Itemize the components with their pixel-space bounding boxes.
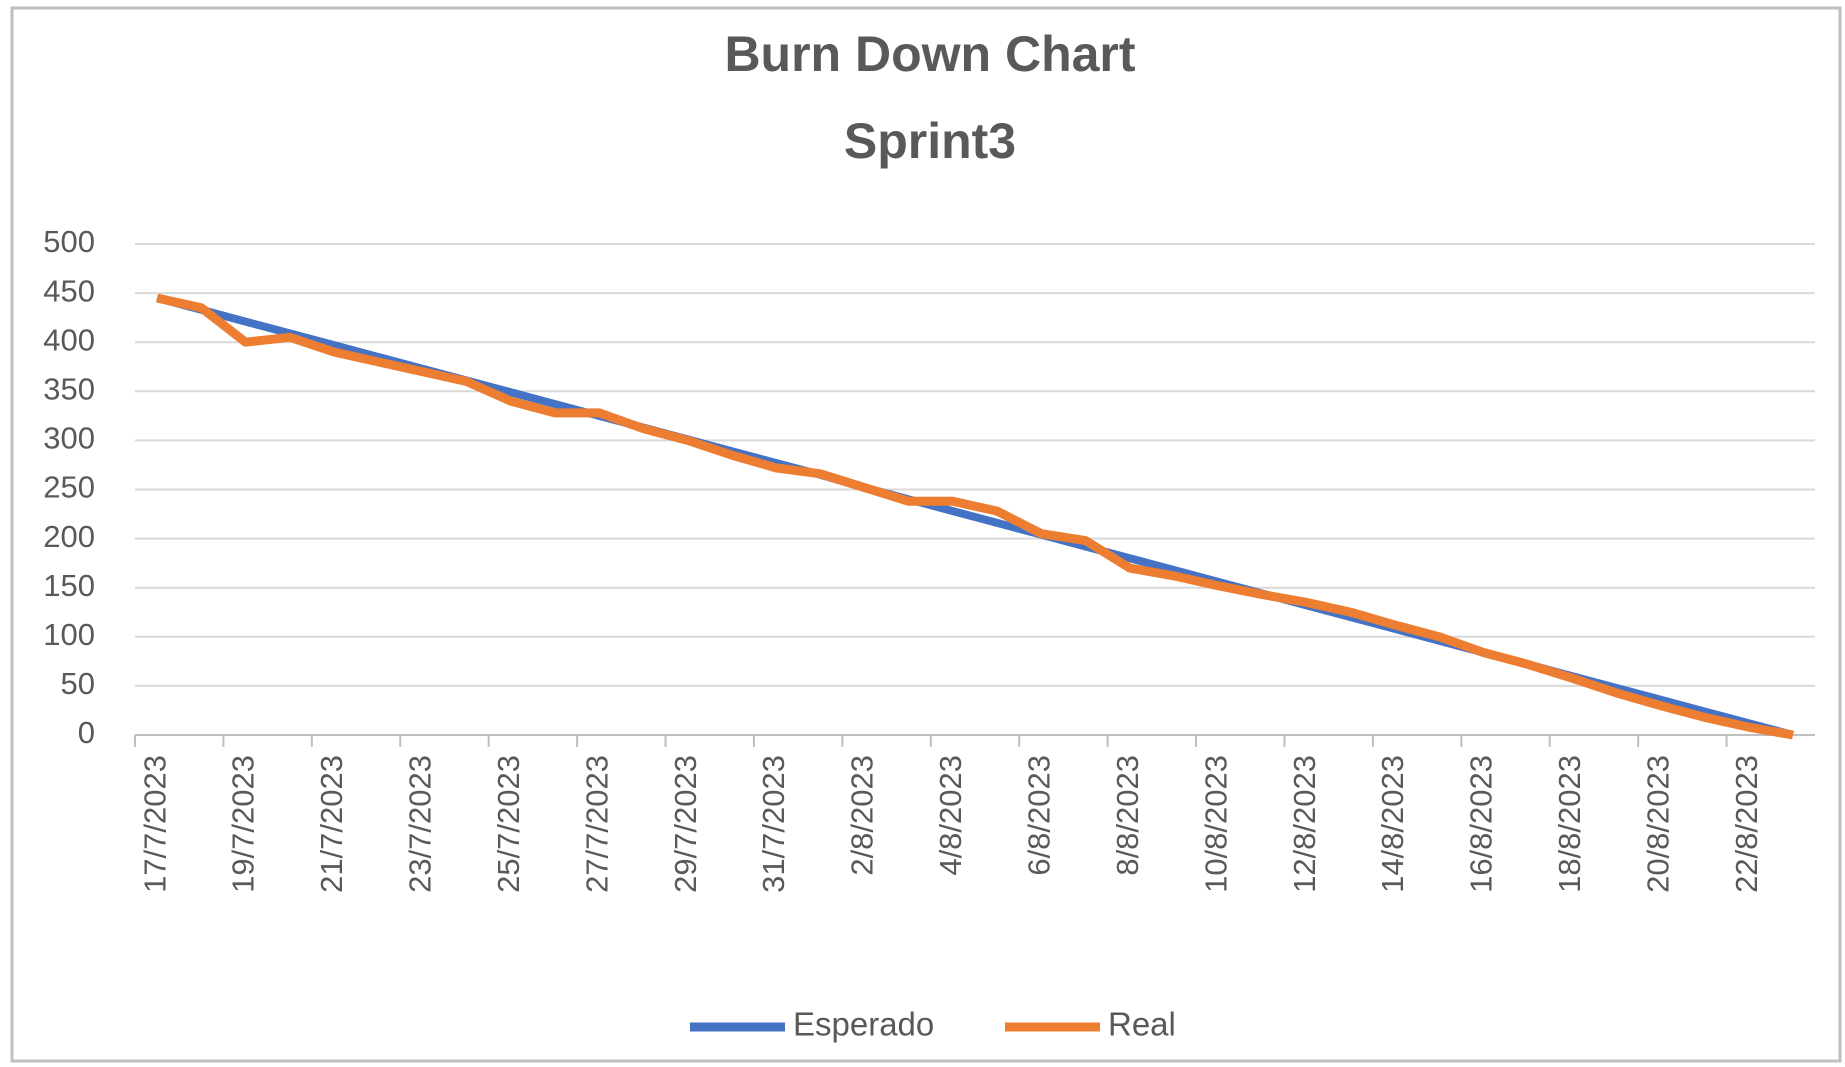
y-tick-label: 150 (43, 568, 95, 603)
x-tick-label: 31/7/2023 (756, 755, 791, 893)
y-tick-label: 450 (43, 273, 95, 308)
x-tick-label: 14/8/2023 (1375, 755, 1410, 893)
series-line (156, 293, 1794, 740)
x-tick-label: 12/8/2023 (1287, 755, 1322, 893)
x-tick-label: 10/8/2023 (1198, 755, 1233, 893)
x-tick-label: 23/7/2023 (403, 755, 438, 893)
y-tick-label: 250 (43, 470, 95, 505)
x-tick-label: 27/7/2023 (579, 755, 614, 893)
y-tick-label: 300 (43, 421, 95, 456)
x-tick-label: 6/8/2023 (1022, 755, 1057, 876)
x-tick-label: 19/7/2023 (226, 755, 261, 893)
x-tick-label: 8/8/2023 (1110, 755, 1145, 876)
y-tick-label: 200 (43, 519, 95, 554)
chart-subtitle: Sprint3 (844, 113, 1016, 169)
chart-title: Burn Down Chart (724, 26, 1135, 82)
x-tick-label: 20/8/2023 (1640, 755, 1675, 893)
legend-label: Real (1108, 1006, 1176, 1043)
x-tick-label: 25/7/2023 (491, 755, 526, 893)
x-tick-label: 18/8/2023 (1552, 755, 1587, 893)
x-tick-label: 22/8/2023 (1729, 755, 1764, 893)
x-tick-label: 17/7/2023 (137, 755, 172, 893)
x-tick-label: 2/8/2023 (845, 755, 880, 876)
x-tick-label: 29/7/2023 (668, 755, 703, 893)
y-tick-label: 500 (43, 224, 95, 259)
y-tick-label: 50 (61, 666, 95, 701)
y-tick-label: 400 (43, 322, 95, 357)
chart-frame (10, 6, 1842, 1063)
y-tick-label: 0 (78, 715, 95, 750)
x-tick-label: 4/8/2023 (933, 755, 968, 876)
legend-label: Esperado (793, 1006, 934, 1043)
x-tick-label: 21/7/2023 (314, 755, 349, 893)
x-tick-label: 16/8/2023 (1464, 755, 1499, 893)
y-tick-label: 100 (43, 617, 95, 652)
y-tick-label: 350 (43, 371, 95, 406)
